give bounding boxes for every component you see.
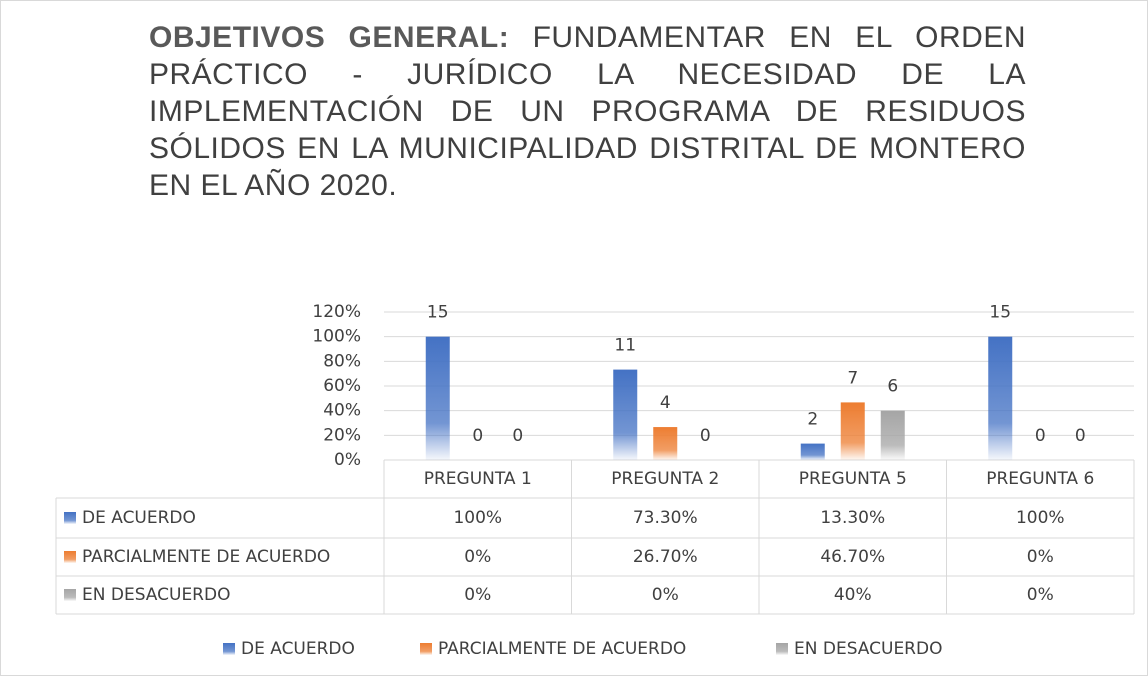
table-cell: 100% (1016, 508, 1065, 528)
bar (425, 336, 450, 460)
count-label: 2 (807, 410, 818, 430)
table-cell: 73.30% (633, 508, 698, 528)
count-label: 6 (887, 377, 898, 397)
chart-title: OBJETIVOS GENERAL: FUNDAMENTAR EN EL ORD… (149, 19, 1026, 204)
row-header: DE ACUERDO (82, 508, 196, 528)
x-tick-label: PREGUNTA 5 (799, 469, 907, 489)
y-tick-label: 0% (334, 450, 361, 470)
legend-swatch (223, 643, 235, 655)
y-tick-label: 20% (323, 425, 361, 445)
table-cell: 0% (1027, 585, 1054, 605)
bar (880, 410, 905, 460)
row-header: EN DESACUERDO (82, 585, 230, 605)
table-cell: 40% (834, 585, 872, 605)
count-label: 4 (660, 393, 671, 413)
bar (840, 402, 865, 460)
legend-label: EN DESACUERDO (794, 639, 942, 659)
bar (988, 336, 1013, 460)
y-tick-label: 40% (323, 401, 361, 421)
table-cell: 13.30% (820, 508, 885, 528)
legend-label: PARCIALMENTE DE ACUERDO (438, 639, 686, 659)
bar (653, 427, 678, 460)
x-tick-label: PREGUNTA 6 (986, 469, 1094, 489)
count-label: 0 (1035, 426, 1046, 446)
count-label: 0 (700, 426, 711, 446)
bar (613, 369, 638, 460)
row-header: PARCIALMENTE DE ACUERDO (82, 547, 330, 567)
y-tick-label: 120% (312, 302, 361, 322)
legend-swatch (420, 643, 432, 655)
table-cell: 46.70% (820, 547, 885, 567)
count-label: 7 (847, 368, 858, 388)
count-label: 0 (512, 426, 523, 446)
legend-swatch (64, 551, 76, 563)
count-label: 0 (1075, 426, 1086, 446)
table-cell: 26.70% (633, 547, 698, 567)
table-cell: 0% (464, 547, 491, 567)
table-cell: 100% (453, 508, 502, 528)
title-text: FUNDAMENTAR EN EL ORDEN PRÁCTICO - JURÍD… (149, 21, 1027, 202)
x-tick-label: PREGUNTA 1 (424, 469, 532, 489)
count-label: 0 (472, 426, 483, 446)
y-tick-label: 80% (323, 351, 361, 371)
table-cell: 0% (1027, 547, 1054, 567)
title-label: OBJETIVOS GENERAL: (149, 21, 510, 54)
legend-swatch (776, 643, 788, 655)
count-label: 11 (614, 336, 636, 356)
count-label: 15 (989, 303, 1011, 323)
x-tick-label: PREGUNTA 2 (611, 469, 719, 489)
count-label: 15 (427, 303, 449, 323)
table-cell: 0% (464, 585, 491, 605)
bar (800, 443, 825, 460)
table-cell: 0% (652, 585, 679, 605)
legend-swatch (64, 512, 76, 524)
legend-label: DE ACUERDO (241, 639, 355, 659)
y-tick-label: 100% (312, 327, 361, 347)
legend-swatch (64, 589, 76, 601)
y-tick-label: 60% (323, 376, 361, 396)
